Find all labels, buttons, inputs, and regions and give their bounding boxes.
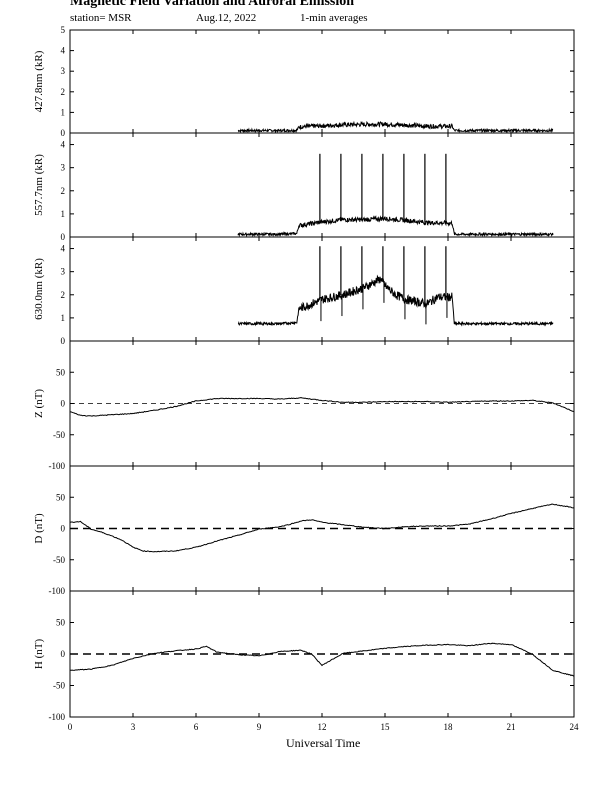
y-tick-label: 1 — [61, 313, 66, 323]
panel-frame — [69, 29, 575, 134]
y-tick-label: 4 — [61, 140, 66, 150]
x-axis-label: Universal Time — [286, 736, 361, 750]
x-tick-label: 9 — [257, 722, 262, 732]
date-label: Aug.12, 2022 — [196, 12, 257, 24]
y-tick-label: 4 — [61, 244, 66, 254]
series-line — [70, 503, 574, 553]
y-tick-label: 5 — [61, 25, 66, 35]
y-tick-label: 3 — [61, 66, 66, 76]
y-tick-label: 1 — [61, 209, 66, 219]
y-tick-label: 0 — [61, 399, 66, 409]
y-tick-label: 2 — [61, 87, 66, 97]
station-label: station= MSR — [70, 12, 132, 24]
series-line — [69, 642, 575, 677]
x-tick-label: 24 — [570, 722, 580, 732]
series-line — [237, 120, 554, 134]
y-tick-label: 0 — [61, 232, 66, 242]
y-tick-label: 3 — [61, 267, 66, 277]
x-tick-label: 15 — [381, 722, 391, 732]
y-axis-label: Z (nT) — [33, 389, 45, 418]
y-tick-label: -50 — [53, 430, 65, 440]
y-tick-label: 50 — [56, 618, 66, 628]
averaging-label: 1-min averages — [300, 12, 368, 24]
y-axis-label: 427.8nm (kR) — [33, 50, 45, 112]
panel-frame — [69, 236, 575, 342]
y-tick-label: -50 — [53, 555, 65, 565]
y-tick-label: 2 — [61, 186, 66, 196]
series-line — [237, 215, 554, 238]
series-line — [70, 396, 574, 417]
chart-title: Magnetic Field Variation and Auroral Emi… — [70, 0, 355, 9]
y-axis-label: 630.0nm (kR) — [33, 258, 45, 320]
y-tick-label: 3 — [61, 163, 66, 173]
y-tick-label: -100 — [49, 712, 66, 722]
x-tick-label: 6 — [194, 722, 199, 732]
y-tick-label: 0 — [61, 128, 66, 138]
x-tick-label: 18 — [444, 722, 454, 732]
x-tick-label: 21 — [507, 722, 516, 732]
y-tick-label: -100 — [49, 461, 66, 471]
y-axis-label: 557.7nm (kR) — [33, 154, 45, 216]
y-tick-label: 0 — [61, 524, 66, 534]
x-tick-label: 0 — [68, 722, 73, 732]
y-tick-label: 50 — [56, 492, 66, 502]
y-tick-label: -50 — [53, 681, 65, 691]
y-axis-label: D (nT) — [33, 513, 45, 544]
y-tick-label: -100 — [49, 586, 66, 596]
series-line — [237, 274, 554, 327]
y-tick-label: 4 — [61, 46, 66, 56]
x-tick-label: 3 — [131, 722, 136, 732]
y-tick-label: 1 — [61, 107, 66, 117]
y-tick-label: 0 — [61, 336, 66, 346]
y-tick-label: 0 — [61, 649, 66, 659]
x-tick-label: 12 — [318, 722, 327, 732]
y-tick-label: 50 — [56, 367, 66, 377]
y-tick-label: 2 — [61, 290, 66, 300]
y-axis-label: H (nT) — [33, 639, 45, 670]
